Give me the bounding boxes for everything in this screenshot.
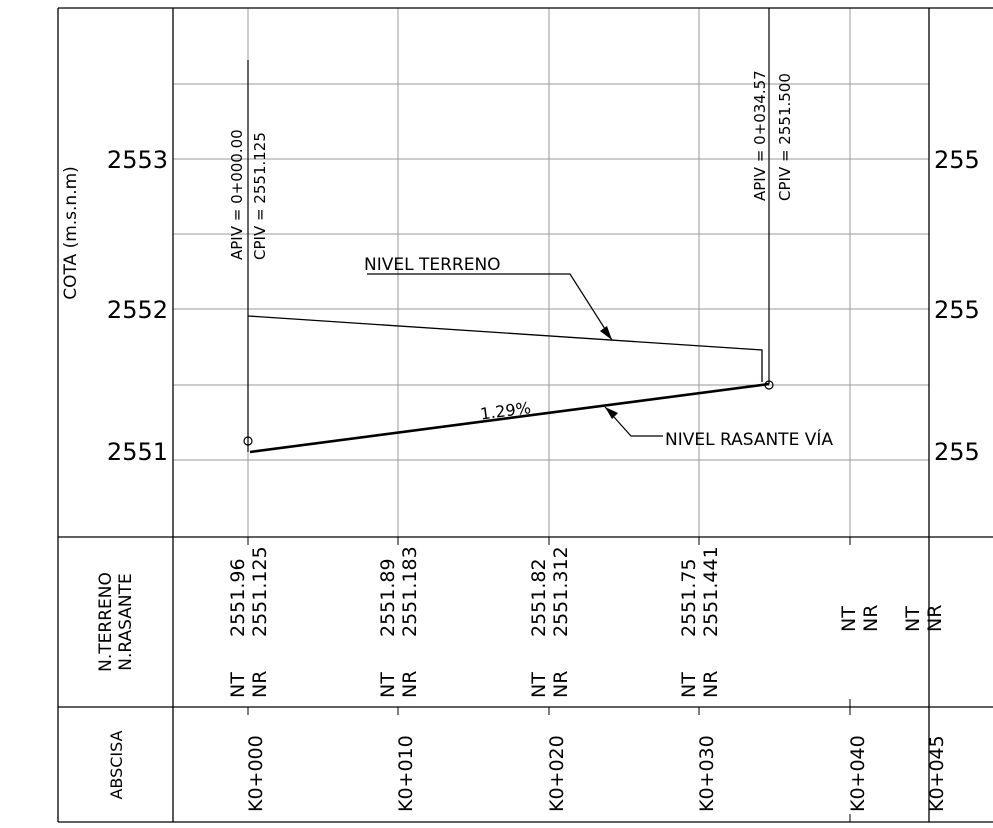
abscisa-value: K0+010 [395,735,417,812]
left-tick-2551: 2551 [107,438,168,466]
nt-label: NT [902,606,924,632]
station-k0-000: NT NR 2551.96 2551.125 K0+000 [227,546,271,812]
nr-label: NR [924,605,946,632]
piv-start-apiv: APIV = 0+000.00 [228,129,246,260]
station-k0-020: NT NR 2551.82 2551.312 K0+020 [528,546,572,812]
nt-label: NT [678,672,700,698]
nr-value: 2551.183 [399,546,421,637]
slope-label: 1.29% [479,398,532,423]
nt-value: 2551.89 [377,558,399,637]
nivel-terreno-leader [367,273,613,341]
row-header-terreno: N.TERRENO [96,572,116,672]
station-k0-045: NT NR K0+045 [902,605,948,812]
grade-line [249,382,770,454]
nivel-rasante-arrowhead [605,407,618,419]
piv-start-cpiv: CPIV = 2551.125 [251,132,269,260]
nr-value: 2551.312 [550,546,572,637]
piv-end-marker [764,380,774,390]
left-tick-2552: 2552 [107,296,168,324]
nr-label: NR [860,605,882,632]
table-ticks [247,537,930,822]
nt-value: 2551.96 [227,558,249,637]
piv-end-apiv: APIV = 0+034.57 [751,70,769,201]
terrain-profile-line [247,315,763,382]
right-tick-3: 255 [934,438,980,466]
piv-end-cpiv: CPIV = 2551.500 [776,73,794,201]
station-k0-040: NT NR K0+040 [838,605,882,812]
y-axis-label: COTA (m.s.n.m) [61,166,81,300]
nivel-terreno-arrowhead [600,326,612,340]
abscisa-value: K0+030 [696,735,718,812]
row-header-rasante: N.RASANTE [116,573,136,670]
nivel-rasante-label: NIVEL RASANTE VÍA [665,428,833,450]
nr-label: NR [249,671,271,698]
nivel-terreno-label: NIVEL TERRENO [364,255,501,275]
table-frame [57,7,993,823]
right-tick-2: 255 [934,296,980,324]
nt-label: NT [838,606,860,632]
nr-value: 2551.441 [700,546,722,637]
left-tick-2553: 2553 [107,146,168,174]
abscisa-value: K0+040 [847,735,869,812]
station-k0-010: NT NR 2551.89 2551.183 K0+010 [377,546,421,812]
nt-label: NT [227,672,249,698]
station-k0-030: NT NR 2551.75 2551.441 K0+030 [678,546,722,812]
abscisa-value: K0+045 [926,735,948,812]
nr-label: NR [550,671,572,698]
piv-start-marker [243,436,253,446]
grid-horizontal-lines [173,83,929,461]
nr-value: 2551.125 [249,546,271,637]
nt-value: 2551.82 [528,558,550,637]
nt-label: NT [377,672,399,698]
nt-label: NT [528,672,550,698]
row-header-abscisa: ABSCISA [107,730,126,799]
nt-value: 2551.75 [678,558,700,637]
nr-label: NR [700,671,722,698]
abscisa-value: K0+020 [546,735,568,812]
nr-label: NR [399,671,421,698]
abscisa-value: K0+000 [245,735,267,812]
right-tick-1: 255 [934,146,980,174]
